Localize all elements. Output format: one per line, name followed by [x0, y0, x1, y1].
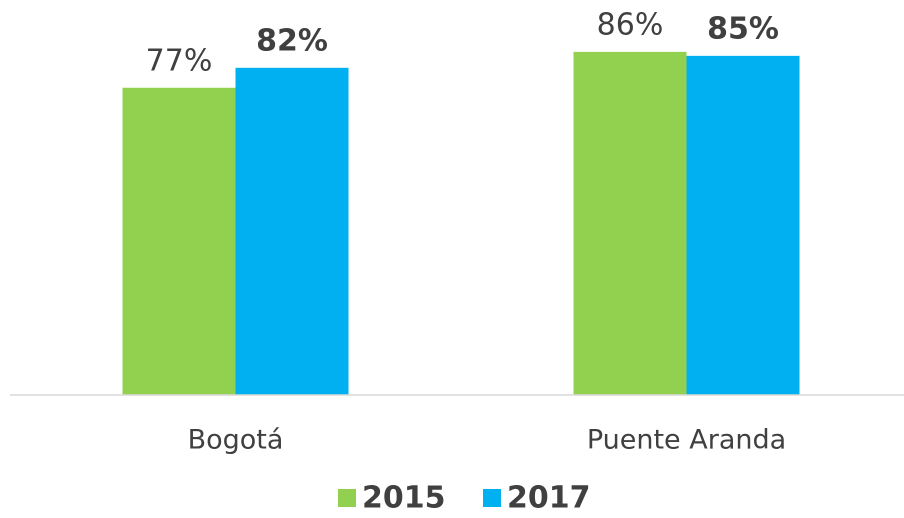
bar — [686, 55, 800, 395]
value-label: 85% — [707, 11, 779, 46]
legend-swatch — [483, 489, 501, 507]
x-tick-label: Bogotá — [188, 425, 284, 456]
bar — [122, 87, 236, 396]
legend-text: 2015 — [362, 481, 446, 516]
value-label: 77% — [146, 43, 213, 78]
bar — [573, 51, 687, 396]
bar — [235, 67, 349, 395]
x-tick-label: Puente Aranda — [587, 425, 786, 456]
value-label: 86% — [597, 7, 664, 42]
legend-swatch — [338, 489, 356, 507]
legend-text: 2017 — [507, 481, 591, 516]
value-label: 82% — [256, 23, 328, 58]
